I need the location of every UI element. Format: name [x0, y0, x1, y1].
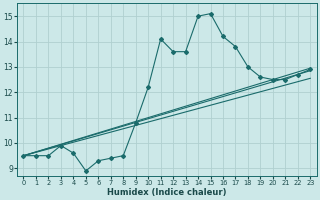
X-axis label: Humidex (Indice chaleur): Humidex (Indice chaleur): [107, 188, 227, 197]
